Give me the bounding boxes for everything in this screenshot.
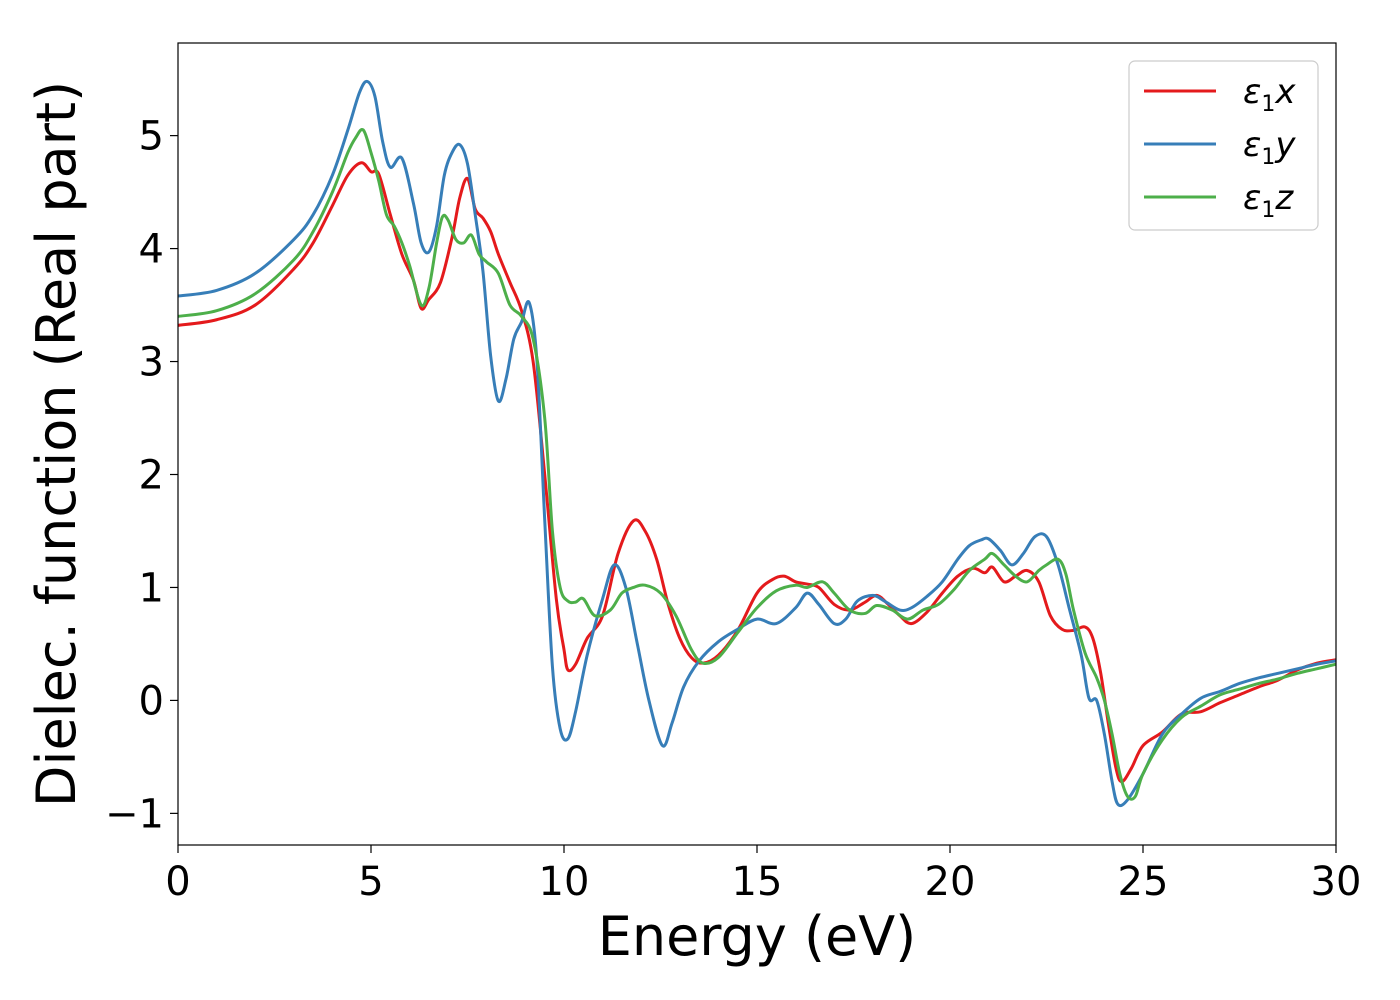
series-layer — [178, 79, 1336, 808]
legend-box — [1128, 60, 1319, 231]
legend-label-epsilon1-z: ε1z — [1243, 178, 1294, 223]
x-axis-label: Energy (eV) — [598, 905, 917, 968]
x-tick-label: 25 — [1118, 859, 1169, 905]
y-tick-label: 1 — [139, 565, 164, 611]
y-tick-label: 0 — [139, 678, 164, 724]
y-axis-label: Dielec. function (Real part) — [25, 81, 88, 807]
x-tick-label: 10 — [539, 859, 590, 905]
legend-label-epsilon1-y: ε1y — [1243, 125, 1296, 170]
y-tick-label: −1 — [105, 791, 164, 837]
x-tick-label: 20 — [925, 859, 976, 905]
x-tick-label: 5 — [358, 859, 383, 905]
legend: ε1x ε1y ε1z — [1128, 60, 1319, 231]
y-axis-ticks: −1 0 1 2 3 4 5 — [105, 114, 178, 837]
legend-label-epsilon1-x: ε1x — [1243, 72, 1296, 117]
series-line-epsilon1-z — [178, 127, 1336, 801]
x-tick-label: 30 — [1311, 859, 1362, 905]
x-tick-label: 15 — [732, 859, 783, 905]
y-tick-label: 4 — [139, 227, 164, 273]
y-tick-label: 5 — [139, 114, 164, 160]
x-tick-label: 0 — [165, 859, 190, 905]
x-axis-ticks: 0 5 10 15 20 25 30 — [165, 845, 1361, 905]
y-tick-label: 2 — [139, 452, 164, 498]
y-tick-label: 3 — [139, 340, 164, 386]
